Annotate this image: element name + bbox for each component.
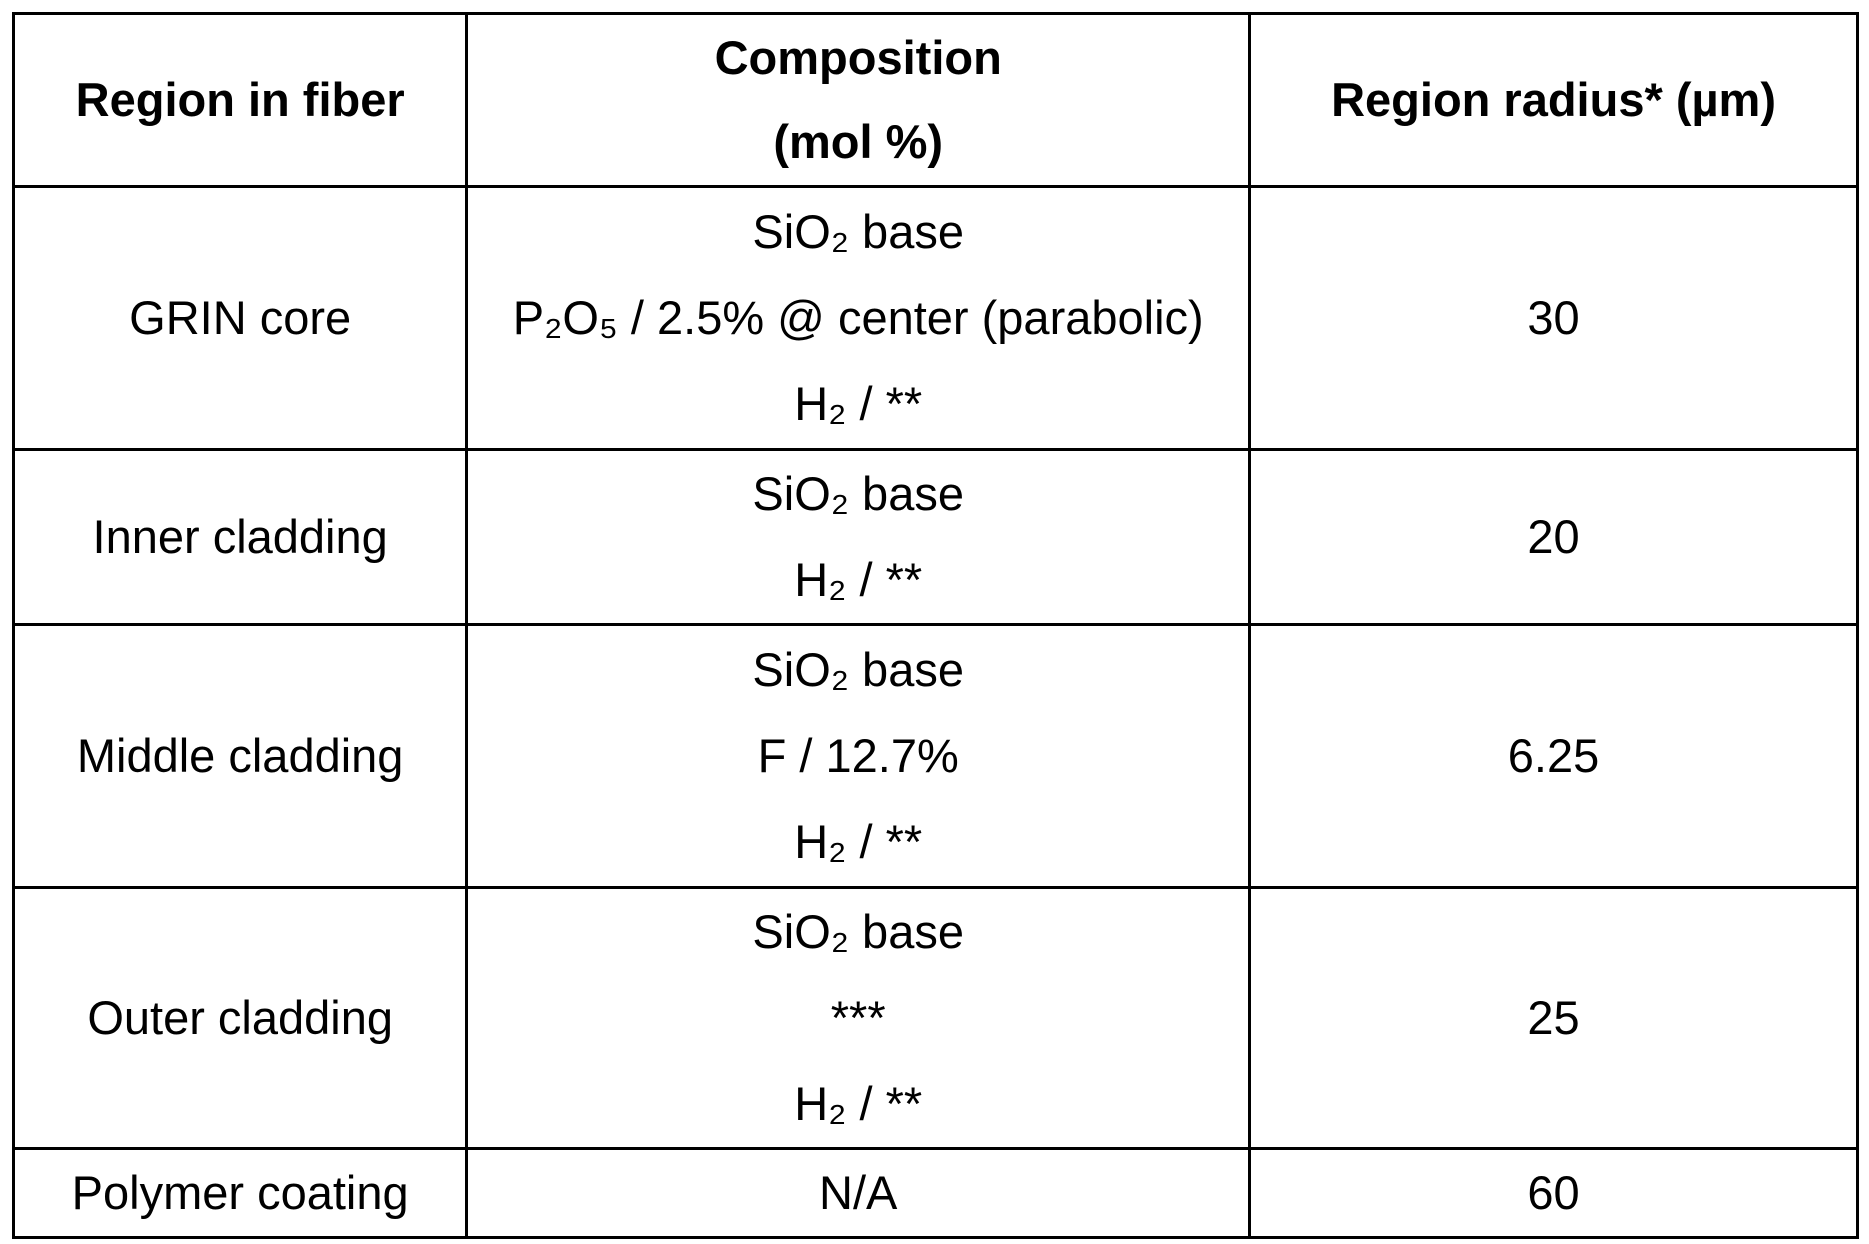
composition-line: H₂ / **	[794, 815, 923, 868]
header-composition-line2: (mol %)	[773, 115, 944, 168]
table-row: Inner cladding SiO₂ base H₂ / ** 20	[11, 448, 1859, 626]
composition-line: SiO₂ base	[752, 205, 964, 258]
composition-line: H₂ / **	[794, 1077, 923, 1130]
composition-line: ***	[830, 991, 886, 1044]
radius-cell: 20	[1248, 448, 1859, 626]
composition-line: F / 12.7%	[757, 729, 959, 782]
region-cell: Middle cladding	[11, 623, 469, 889]
composition-line: N/A	[819, 1166, 898, 1219]
composition-cell: SiO₂ base P₂O₅ / 2.5% @ center (paraboli…	[465, 185, 1252, 451]
table-row: GRIN core SiO₂ base P₂O₅ / 2.5% @ center…	[11, 185, 1859, 451]
composition-cell: SiO₂ base *** H₂ / **	[465, 886, 1252, 1150]
composition-cell: SiO₂ base F / 12.7% H₂ / **	[465, 623, 1252, 889]
composition-line: SiO₂ base	[752, 905, 964, 958]
table-row: Outer cladding SiO₂ base *** H₂ / ** 25	[11, 886, 1859, 1150]
region-cell: Outer cladding	[11, 886, 469, 1150]
header-row: Region in fiber Composition (mol %) Regi…	[11, 12, 1859, 188]
radius-cell: 6.25	[1248, 623, 1859, 889]
table-row: Polymer coating N/A 60	[11, 1147, 1859, 1239]
radius-cell: 30	[1248, 185, 1859, 451]
composition-cell: SiO₂ base H₂ / **	[465, 448, 1252, 626]
region-cell: Polymer coating	[11, 1147, 469, 1239]
region-cell: Inner cladding	[11, 448, 469, 626]
composition-cell: N/A	[465, 1147, 1252, 1239]
radius-cell: 25	[1248, 886, 1859, 1150]
fiber-composition-table: Region in fiber Composition (mol %) Regi…	[11, 12, 1859, 1239]
composition-line: H₂ / **	[794, 553, 923, 606]
composition-line: H₂ / **	[794, 377, 923, 430]
composition-line: SiO₂ base	[752, 643, 964, 696]
region-cell: GRIN core	[11, 185, 469, 451]
header-composition-line1: Composition	[714, 31, 1002, 84]
composition-line: P₂O₅ / 2.5% @ center (parabolic)	[512, 291, 1204, 344]
composition-line: SiO₂ base	[752, 467, 964, 520]
table-row: Middle cladding SiO₂ base F / 12.7% H₂ /…	[11, 623, 1859, 889]
header-radius: Region radius* (µm)	[1248, 12, 1859, 188]
header-composition: Composition (mol %)	[465, 12, 1252, 188]
header-region: Region in fiber	[11, 12, 469, 188]
radius-cell: 60	[1248, 1147, 1859, 1239]
